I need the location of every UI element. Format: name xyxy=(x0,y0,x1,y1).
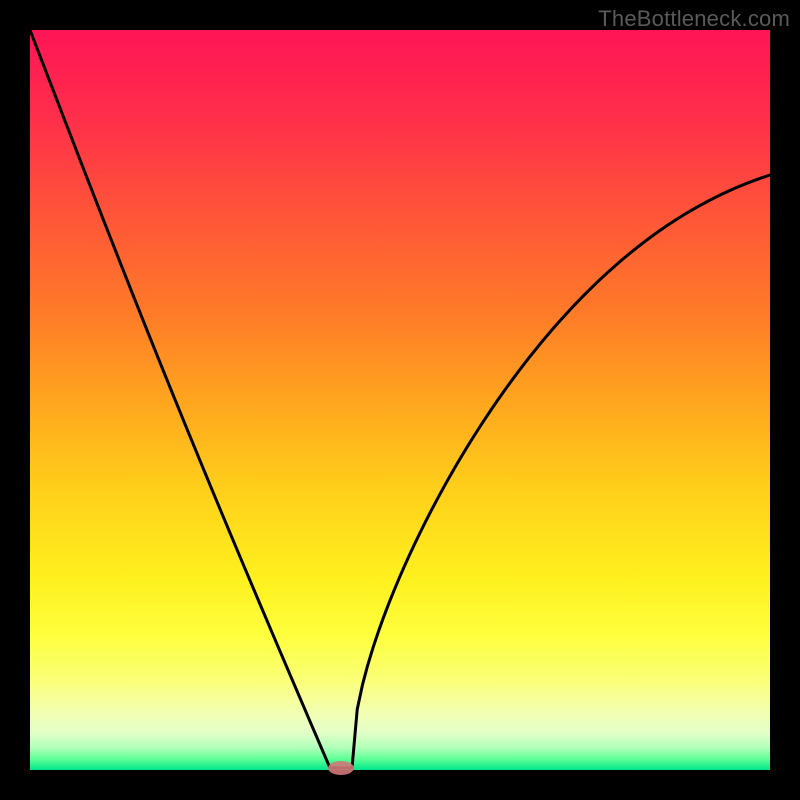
bottleneck-chart xyxy=(0,0,800,800)
minimum-marker xyxy=(328,761,354,775)
chart-container: TheBottleneck.com xyxy=(0,0,800,800)
plot-area xyxy=(30,30,770,770)
watermark-text: TheBottleneck.com xyxy=(598,6,790,32)
